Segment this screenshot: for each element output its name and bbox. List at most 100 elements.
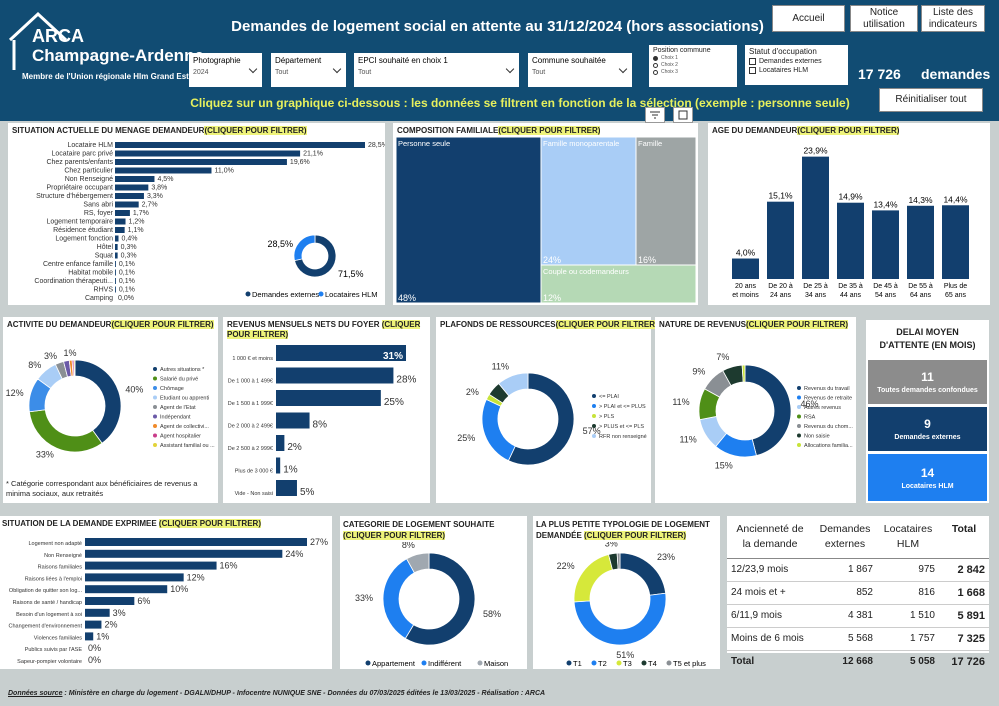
categorie-chart[interactable]: 58% 33% 8% Appartement Indifférent Maison bbox=[340, 542, 527, 669]
table-cell: 1 867 bbox=[813, 558, 877, 582]
situation-chart[interactable]: Locataire HLM 28,5% Locataire parc privé 21… bbox=[8, 137, 385, 305]
tick-label: 54 ans bbox=[875, 292, 897, 299]
bar bbox=[115, 278, 116, 284]
panel-title: LA PLUS PETITE TYPOLOGIE DE LOGEMENT DEM… bbox=[536, 520, 710, 540]
data-label: 51% bbox=[616, 650, 634, 660]
slice bbox=[406, 552, 430, 574]
legend-label: > PLS bbox=[599, 414, 614, 420]
epci-filter[interactable]: EPCI souhaité en choix 1 Tout bbox=[354, 53, 519, 87]
slice bbox=[481, 398, 516, 462]
data-label: 6% bbox=[137, 596, 150, 606]
legend-label: T4 bbox=[648, 659, 657, 668]
delai-label: Toutes demandes confondues bbox=[877, 387, 978, 394]
legend-marker bbox=[318, 291, 324, 297]
tick-label: Chez parents/enfants bbox=[46, 159, 113, 166]
panel-categorie[interactable]: CATEGORIE DE LOGEMENT SOUHAITE (CLIQUER … bbox=[340, 516, 527, 669]
radio-choix-1[interactable]: Choix 1 bbox=[653, 55, 733, 61]
panel-age[interactable]: AGE DU DEMANDEUR(CLIQUER POUR FILTRER) 4… bbox=[708, 123, 990, 305]
panel-title: SITUATION DE LA DEMANDE EXPRIMEE bbox=[2, 519, 157, 528]
liste-indicateurs-button[interactable]: Liste des indicateurs bbox=[921, 5, 985, 32]
data-label: 4,5% bbox=[157, 176, 173, 183]
data-label: 9% bbox=[692, 366, 705, 376]
tick-label: Raisons de santé / handicap bbox=[13, 600, 82, 606]
radio-dot-icon bbox=[653, 62, 658, 68]
panel-plafonds[interactable]: PLAFONDS DE RESSOURCES(CLIQUER POUR FILT… bbox=[436, 317, 658, 503]
tick-label: Squat bbox=[95, 253, 113, 260]
filter-hint-label: (CLIQUER POUR FILTRER) bbox=[158, 519, 261, 528]
panel-typologie[interactable]: LA PLUS PETITE TYPOLOGIE DE LOGEMENT DEM… bbox=[533, 516, 720, 669]
plafonds-chart[interactable]: 57% 25% 2% 11% <= PLAI > PLAI et <= PLUS > PLS… bbox=[436, 331, 651, 503]
panel-nature[interactable]: NATURE DE REVENUS(CLIQUER POUR FILTRER) … bbox=[655, 317, 856, 503]
data-label: 58% bbox=[483, 609, 501, 619]
reinitialiser-button[interactable]: Réinitialiser tout bbox=[879, 88, 983, 112]
bar bbox=[115, 159, 287, 165]
tick-label: Logement fonction bbox=[55, 236, 113, 243]
delai-value: 11 bbox=[921, 370, 934, 384]
departement-filter[interactable]: Département Tout bbox=[271, 53, 346, 87]
panel-activite[interactable]: ACTIVITE DU DEMANDEUR(CLIQUER POUR FILTR… bbox=[3, 317, 218, 503]
data-label: 0,4% bbox=[122, 236, 138, 243]
position-commune-filter: Position commune Choix 1 Choix 2 Choix 3 bbox=[649, 45, 737, 87]
tick-label: Non Renseigné bbox=[65, 176, 113, 183]
filter-hint-label: (CLIQUER POUR FILTRER) bbox=[498, 126, 601, 135]
commune-filter[interactable]: Commune souhaitée Tout bbox=[528, 53, 632, 87]
panel-situation[interactable]: SITUATION ACTUELLE DU MENAGE DEMANDEUR(C… bbox=[8, 123, 385, 305]
data-label: 0,1% bbox=[119, 287, 135, 294]
slice bbox=[741, 364, 746, 383]
table-header: Locataires HLM bbox=[877, 516, 939, 559]
tick-label: De 20 à bbox=[768, 283, 793, 290]
legend-marker bbox=[592, 394, 596, 398]
position-commune-label: Position commune bbox=[653, 47, 711, 54]
data-label: 12% bbox=[543, 293, 561, 303]
tick-label: 34 ans bbox=[805, 292, 827, 299]
nature-chart[interactable]: 46% 15% 11% 11% 9% 7% Revenus du travail Revenu… bbox=[655, 331, 856, 503]
data-label: 22% bbox=[557, 561, 575, 571]
filter-hint-label: (CLIQUER POUR FILTRER) bbox=[204, 126, 307, 135]
revenus-chart[interactable]: 1 000 € et moins 31% De 1 000 à 1 499€ 28% D… bbox=[223, 341, 430, 503]
activite-chart[interactable]: 40% 33% 12% 8%3% 1% Autres situations * Salari… bbox=[3, 331, 218, 476]
checkbox-locataires-hlm[interactable]: Locataires HLM bbox=[749, 67, 844, 74]
radio-choix-2[interactable]: Choix 2 bbox=[653, 62, 733, 68]
typologie-chart[interactable]: 23% 51% 22% 3% T1 T2 T3 T4 T5 et plus bbox=[533, 542, 720, 669]
data-label: 33% bbox=[36, 450, 54, 460]
age-chart[interactable]: 4,0% 20 ans et moins 15,1% De 20 à 24 ans 23,9… bbox=[708, 137, 990, 305]
bar bbox=[115, 252, 118, 259]
radio-dot-icon bbox=[653, 69, 658, 75]
table-row: 6/11,9 mois 4 381 1 510 5 891 bbox=[727, 604, 989, 628]
accueil-button[interactable]: Accueil bbox=[772, 5, 845, 32]
panel-title: DELAI MOYEN D'ATTENTE (EN MOIS) bbox=[879, 327, 976, 350]
legend-label: Agent de collectivi... bbox=[160, 424, 209, 430]
radio-choix-3[interactable]: Choix 3 bbox=[653, 69, 733, 75]
composition-chart[interactable]: Personne seule 48% Famille monoparentale 24… bbox=[396, 137, 696, 303]
situation-demande-chart[interactable]: Logement non adapté 27% Non Renseigné 24% Ra… bbox=[0, 532, 332, 669]
tick-label: 1 000 € et moins bbox=[232, 356, 273, 362]
focus-mode-icon[interactable] bbox=[673, 107, 693, 123]
legend-marker bbox=[797, 414, 801, 419]
panel-revenus[interactable]: REVENUS MENSUELS NETS DU FOYER (CLIQUER … bbox=[223, 317, 430, 503]
legend-label: Chômage bbox=[160, 386, 184, 392]
panel-composition[interactable]: COMPOSITION FAMILIALE(CLIQUER POUR FILTR… bbox=[393, 123, 698, 305]
table-cell: 2 842 bbox=[939, 558, 989, 582]
statut-label: Statut d'occupation bbox=[749, 47, 817, 56]
bar bbox=[85, 561, 217, 570]
notice-button[interactable]: Notice utilisation bbox=[850, 5, 918, 32]
data-label: 28% bbox=[396, 375, 416, 386]
tick-label: De 2 500 à 2 999€ bbox=[228, 446, 273, 452]
filter-hint-label: (CLIQUER POUR FILTRER) bbox=[343, 531, 446, 540]
photographie-filter[interactable]: Photographie 2024 bbox=[189, 53, 262, 87]
data-label: 1,2% bbox=[129, 219, 145, 226]
table-row: 12/23,9 mois 1 867 975 2 842 bbox=[727, 558, 989, 582]
panel-situation-demande[interactable]: SITUATION DE LA DEMANDE EXPRIMEE (CLIQUE… bbox=[0, 516, 332, 669]
tick-label: Locataire HLM bbox=[67, 142, 113, 149]
data-label: 24% bbox=[543, 255, 561, 265]
data-label: 23,9% bbox=[803, 146, 828, 156]
checkbox-demandes-externes[interactable]: Demandes externes bbox=[749, 58, 844, 65]
bar bbox=[276, 412, 310, 429]
data-label: 3,3% bbox=[147, 193, 163, 200]
legend-marker bbox=[592, 414, 596, 418]
filter-icon[interactable] bbox=[645, 107, 665, 123]
data-label: 0,1% bbox=[119, 270, 135, 277]
bar bbox=[85, 632, 94, 641]
treemap-label: Famille monoparentale bbox=[543, 139, 619, 148]
data-label: 2% bbox=[104, 620, 117, 630]
